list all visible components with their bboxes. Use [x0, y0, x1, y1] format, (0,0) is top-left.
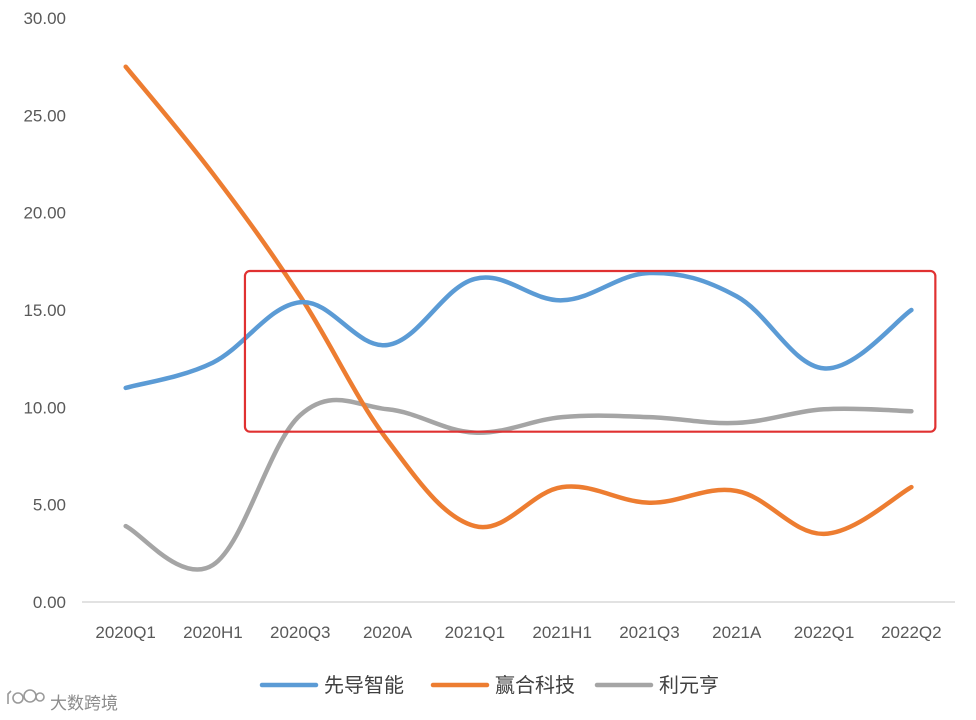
- y-tick-label: 0.00: [33, 593, 66, 612]
- y-axis-tick-labels: 0.00 5.00 10.00 15.00 20.00 25.00 30.00: [23, 9, 66, 612]
- x-tick-label: 2021Q3: [619, 623, 680, 642]
- legend-label-0: 先导智能: [324, 673, 404, 697]
- highlight-box: [243, 269, 937, 433]
- watermark-text: 大数跨境: [50, 694, 118, 714]
- series-line-1: [123, 64, 914, 537]
- legend-label-2: 利元亨: [659, 673, 719, 697]
- x-tick-label: 2020A: [363, 623, 413, 642]
- y-tick-label: 30.00: [23, 9, 66, 28]
- x-tick-label: 2020Q1: [95, 623, 156, 642]
- x-tick-label: 2021A: [712, 623, 762, 642]
- x-tick-label: 2020H1: [183, 623, 243, 642]
- y-tick-label: 25.00: [23, 106, 66, 125]
- x-tick-label: 2021Q1: [445, 623, 506, 642]
- series-line-0: [123, 270, 914, 391]
- x-tick-label: 2020Q3: [270, 623, 331, 642]
- legend-label-1: 赢合科技: [495, 673, 575, 697]
- y-tick-label: 10.00: [23, 398, 66, 417]
- watermark: 大数跨境: [7, 689, 118, 714]
- x-tick-label: 2022Q2: [881, 623, 942, 642]
- y-tick-label: 20.00: [23, 204, 66, 223]
- legend: 先导智能 赢合科技 利元亨: [259, 673, 719, 697]
- watermark-logo-icon: [7, 689, 45, 704]
- x-tick-label: 2021H1: [532, 623, 592, 642]
- x-tick-label: 2022Q1: [794, 623, 855, 642]
- y-tick-label: 15.00: [23, 301, 66, 320]
- x-axis-tick-labels: 2020Q1 2020H1 2020Q3 2020A 2021Q1 2021H1 2021Q…: [95, 623, 941, 642]
- y-tick-label: 5.00: [33, 496, 66, 515]
